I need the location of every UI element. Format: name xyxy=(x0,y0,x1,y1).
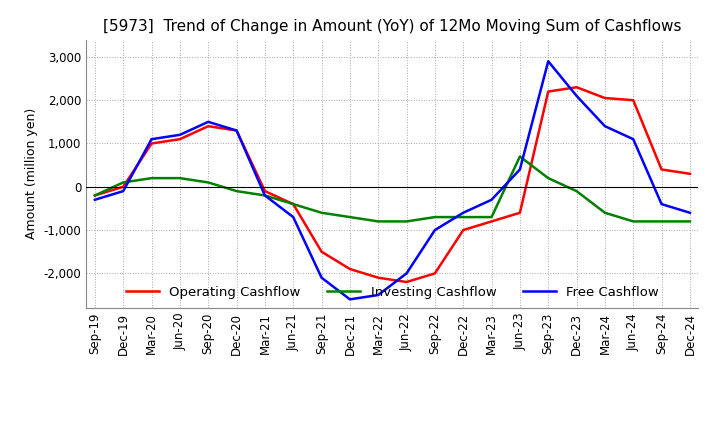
Free Cashflow xyxy=(657,202,666,207)
Investing Cashflow xyxy=(431,214,439,220)
Line: Investing Cashflow: Investing Cashflow xyxy=(95,157,690,221)
Operating Cashflow xyxy=(487,219,496,224)
Investing Cashflow xyxy=(346,214,354,220)
Operating Cashflow xyxy=(459,227,467,233)
Operating Cashflow xyxy=(572,84,581,90)
Free Cashflow xyxy=(346,297,354,302)
Investing Cashflow xyxy=(176,176,184,181)
Operating Cashflow xyxy=(431,271,439,276)
Free Cashflow xyxy=(148,136,156,142)
Free Cashflow xyxy=(431,227,439,233)
Operating Cashflow xyxy=(346,266,354,271)
Investing Cashflow xyxy=(233,188,241,194)
Free Cashflow xyxy=(91,197,99,202)
Operating Cashflow xyxy=(289,202,297,207)
Free Cashflow xyxy=(318,275,326,280)
Investing Cashflow xyxy=(657,219,666,224)
Free Cashflow xyxy=(119,188,127,194)
Investing Cashflow xyxy=(600,210,609,216)
Operating Cashflow xyxy=(374,275,382,280)
Investing Cashflow xyxy=(572,188,581,194)
Investing Cashflow xyxy=(148,176,156,181)
Operating Cashflow xyxy=(318,249,326,254)
Investing Cashflow xyxy=(289,202,297,207)
Investing Cashflow xyxy=(459,214,467,220)
Free Cashflow xyxy=(233,128,241,133)
Free Cashflow xyxy=(374,292,382,297)
Operating Cashflow xyxy=(629,98,637,103)
Investing Cashflow xyxy=(119,180,127,185)
Free Cashflow xyxy=(572,93,581,99)
Investing Cashflow xyxy=(487,214,496,220)
Operating Cashflow xyxy=(204,124,212,129)
Free Cashflow xyxy=(600,124,609,129)
Free Cashflow xyxy=(544,59,552,64)
Investing Cashflow xyxy=(685,219,694,224)
Free Cashflow xyxy=(204,119,212,125)
Operating Cashflow xyxy=(176,136,184,142)
Free Cashflow xyxy=(289,214,297,220)
Operating Cashflow xyxy=(261,188,269,194)
Title: [5973]  Trend of Change in Amount (YoY) of 12Mo Moving Sum of Cashflows: [5973] Trend of Change in Amount (YoY) o… xyxy=(103,19,682,34)
Line: Free Cashflow: Free Cashflow xyxy=(95,61,690,299)
Operating Cashflow xyxy=(402,279,411,285)
Free Cashflow xyxy=(261,193,269,198)
Free Cashflow xyxy=(176,132,184,137)
Investing Cashflow xyxy=(261,193,269,198)
Investing Cashflow xyxy=(402,219,411,224)
Legend: Operating Cashflow, Investing Cashflow, Free Cashflow: Operating Cashflow, Investing Cashflow, … xyxy=(120,281,665,304)
Free Cashflow xyxy=(402,271,411,276)
Investing Cashflow xyxy=(629,219,637,224)
Operating Cashflow xyxy=(544,89,552,94)
Investing Cashflow xyxy=(318,210,326,216)
Investing Cashflow xyxy=(204,180,212,185)
Free Cashflow xyxy=(459,210,467,216)
Line: Operating Cashflow: Operating Cashflow xyxy=(95,87,690,282)
Free Cashflow xyxy=(487,197,496,202)
Investing Cashflow xyxy=(544,176,552,181)
Investing Cashflow xyxy=(91,193,99,198)
Investing Cashflow xyxy=(516,154,524,159)
Operating Cashflow xyxy=(91,193,99,198)
Free Cashflow xyxy=(629,136,637,142)
Operating Cashflow xyxy=(685,171,694,176)
Operating Cashflow xyxy=(516,210,524,216)
Investing Cashflow xyxy=(374,219,382,224)
Operating Cashflow xyxy=(148,141,156,146)
Free Cashflow xyxy=(516,167,524,172)
Operating Cashflow xyxy=(233,128,241,133)
Operating Cashflow xyxy=(600,95,609,101)
Operating Cashflow xyxy=(657,167,666,172)
Operating Cashflow xyxy=(119,184,127,190)
Free Cashflow xyxy=(685,210,694,216)
Y-axis label: Amount (million yen): Amount (million yen) xyxy=(25,108,38,239)
